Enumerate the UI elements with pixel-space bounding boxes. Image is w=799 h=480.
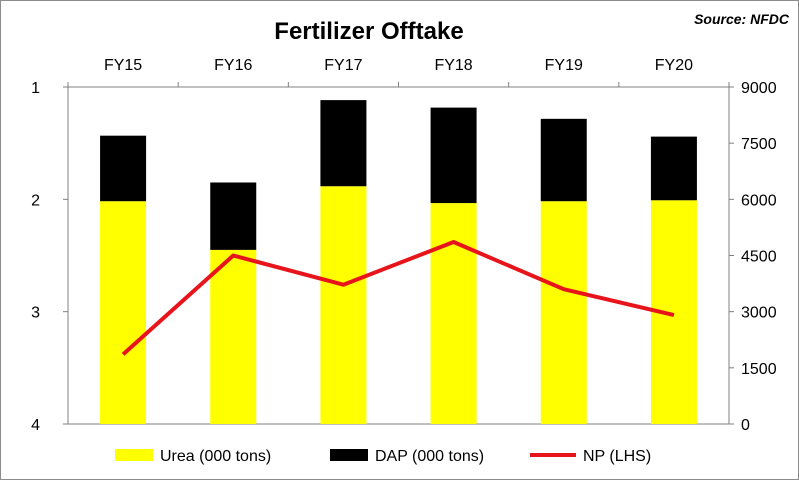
- bar-dap-fy19: [540, 118, 587, 202]
- bar-dap-fy15: [100, 135, 147, 202]
- x-tick-label: FY15: [104, 57, 142, 74]
- bar-urea-fy15: [100, 201, 147, 424]
- plot-border: [67, 86, 730, 425]
- bar-dap-fy16: [210, 182, 257, 250]
- left-tick-label: 2: [31, 192, 40, 209]
- right-tick-label: 9000: [741, 80, 777, 97]
- left-tick-label: 1: [31, 80, 40, 97]
- right-tick-label: 6000: [741, 192, 777, 209]
- plot-area: FY15 FY16 FY17 FY18 FY19 FY20 1 2 3 4 0 1500 3000 450…: [31, 57, 777, 434]
- legend-label-urea: Urea (000 tons): [160, 448, 271, 465]
- right-tick-label: 0: [741, 417, 750, 434]
- bar-urea-fy19: [540, 201, 587, 424]
- line-np: [121, 240, 675, 356]
- legend: Urea (000 tons) DAP (000 tons) NP (LHS): [115, 448, 651, 465]
- chart-title: Fertilizer Offtake: [274, 18, 463, 45]
- bar-dap-fy20: [650, 136, 697, 201]
- right-tick-label: 4500: [741, 249, 777, 266]
- bar-urea-fy16: [210, 249, 257, 424]
- left-tick-label: 4: [31, 417, 40, 434]
- x-tick-label: FY17: [324, 57, 362, 74]
- bar-dap-fy17: [320, 100, 367, 187]
- x-tick-label: FY20: [655, 57, 693, 74]
- legend-label-np: NP (LHS): [583, 448, 651, 465]
- legend-swatch-urea: [115, 449, 153, 461]
- legend-label-dap: DAP (000 tons): [375, 448, 484, 465]
- bar-dap-fy18: [430, 107, 477, 204]
- left-tick-label: 3: [31, 305, 40, 322]
- chart-source: Source: NFDC: [694, 11, 790, 27]
- right-tick-label: 1500: [741, 361, 777, 378]
- right-tick-label: 3000: [741, 305, 777, 322]
- x-tick-label: FY19: [545, 57, 583, 74]
- legend-swatch-dap: [330, 449, 368, 461]
- bar-urea-fy18: [430, 203, 477, 424]
- right-tick-label: 7500: [741, 136, 777, 153]
- x-tick-label: FY18: [434, 57, 472, 74]
- bar-urea-fy17: [320, 186, 367, 424]
- x-tick-label: FY16: [214, 57, 252, 74]
